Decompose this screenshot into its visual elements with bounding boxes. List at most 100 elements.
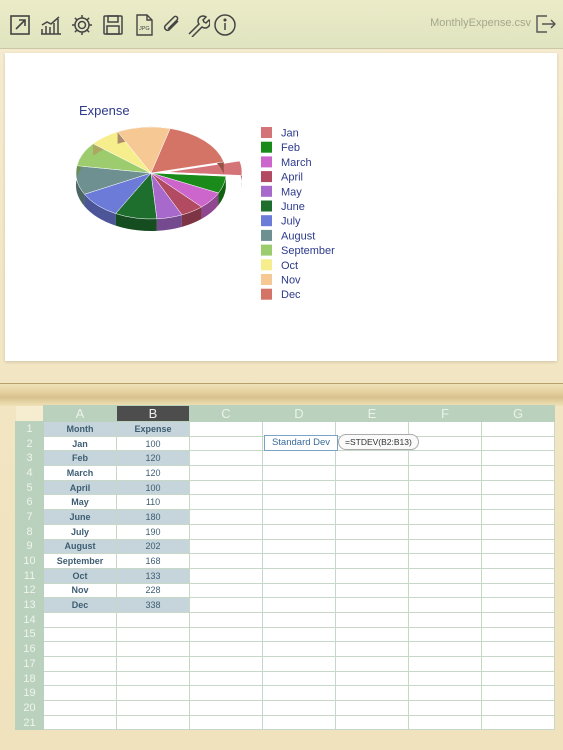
column-header-g[interactable]: G: [481, 405, 555, 422]
cell-b7[interactable]: 180: [116, 509, 190, 525]
cell-c3[interactable]: [189, 450, 263, 467]
cell-g9[interactable]: [481, 538, 555, 555]
cell-e11[interactable]: [335, 567, 409, 584]
cell-b5[interactable]: 100: [116, 479, 190, 496]
jpg-icon[interactable]: JPG: [132, 13, 156, 37]
save-icon[interactable]: [101, 13, 125, 37]
row-header-16[interactable]: 16: [15, 641, 44, 657]
cell-a11[interactable]: Oct: [43, 567, 117, 584]
row-header-11[interactable]: 11: [15, 567, 44, 584]
row-header-20[interactable]: 20: [15, 700, 44, 716]
cell-a10[interactable]: September: [43, 553, 117, 569]
cell-e1[interactable]: [335, 421, 409, 437]
cell-b6[interactable]: 110: [116, 494, 190, 511]
cell-a15[interactable]: [43, 626, 117, 643]
cell-d10[interactable]: [262, 553, 336, 569]
cell-c1[interactable]: [189, 421, 263, 437]
cell-a12[interactable]: Nov: [43, 582, 117, 599]
cell-g19[interactable]: [481, 685, 555, 702]
cell-f7[interactable]: [408, 509, 482, 525]
cell-a5[interactable]: April: [43, 479, 117, 496]
cell-a4[interactable]: March: [43, 465, 117, 481]
cell-c6[interactable]: [189, 494, 263, 511]
cell-d21[interactable]: [262, 714, 336, 731]
row-header-13[interactable]: 13: [15, 597, 44, 613]
cell-f5[interactable]: [408, 479, 482, 496]
wrench-icon[interactable]: [186, 13, 210, 37]
exit-icon[interactable]: [533, 12, 557, 36]
row-header-3[interactable]: 3: [15, 450, 44, 467]
cell-d16[interactable]: [262, 641, 336, 657]
cell-a16[interactable]: [43, 641, 117, 657]
cell-c7[interactable]: [189, 509, 263, 525]
cell-b16[interactable]: [116, 641, 190, 657]
chart-icon[interactable]: [39, 13, 63, 37]
cell-c17[interactable]: [189, 656, 263, 672]
cell-e18[interactable]: [335, 670, 409, 687]
cell-c21[interactable]: [189, 714, 263, 731]
cell-a3[interactable]: Feb: [43, 450, 117, 467]
cell-b14[interactable]: [116, 611, 190, 628]
cell-g10[interactable]: [481, 553, 555, 569]
row-header-1[interactable]: 1: [15, 421, 44, 437]
cell-g21[interactable]: [481, 714, 555, 731]
cell-g8[interactable]: [481, 523, 555, 540]
cell-g3[interactable]: [481, 450, 555, 467]
info-icon[interactable]: [213, 13, 237, 37]
cell-a17[interactable]: [43, 656, 117, 672]
cell-f12[interactable]: [408, 582, 482, 599]
cell-g7[interactable]: [481, 509, 555, 525]
cell-a13[interactable]: Dec: [43, 597, 117, 613]
cell-f16[interactable]: [408, 641, 482, 657]
cell-e5[interactable]: [335, 479, 409, 496]
cell-e9[interactable]: [335, 538, 409, 555]
cell-e12[interactable]: [335, 582, 409, 599]
row-header-21[interactable]: 21: [15, 714, 44, 731]
cell-a21[interactable]: [43, 714, 117, 731]
column-header-e[interactable]: E: [335, 405, 409, 422]
cell-d6[interactable]: [262, 494, 336, 511]
cell-a9[interactable]: August: [43, 538, 117, 555]
cell-d5[interactable]: [262, 479, 336, 496]
row-header-9[interactable]: 9: [15, 538, 44, 555]
cell-b11[interactable]: 133: [116, 567, 190, 584]
cell-d12[interactable]: [262, 582, 336, 599]
cell-c11[interactable]: [189, 567, 263, 584]
cell-a6[interactable]: May: [43, 494, 117, 511]
cell-e6[interactable]: [335, 494, 409, 511]
cell-g2[interactable]: [481, 435, 555, 452]
cell-f6[interactable]: [408, 494, 482, 511]
cell-e19[interactable]: [335, 685, 409, 702]
cell-c20[interactable]: [189, 700, 263, 716]
cell-g20[interactable]: [481, 700, 555, 716]
cell-d13[interactable]: [262, 597, 336, 613]
cell-g17[interactable]: [481, 656, 555, 672]
cell-a2[interactable]: Jan: [43, 435, 117, 452]
column-header-d[interactable]: D: [262, 405, 336, 422]
cell-f3[interactable]: [408, 450, 482, 467]
cell-g15[interactable]: [481, 626, 555, 643]
cell-f14[interactable]: [408, 611, 482, 628]
cell-f18[interactable]: [408, 670, 482, 687]
cell-c8[interactable]: [189, 523, 263, 540]
cell-c13[interactable]: [189, 597, 263, 613]
cell-g12[interactable]: [481, 582, 555, 599]
cell-f19[interactable]: [408, 685, 482, 702]
cell-a8[interactable]: July: [43, 523, 117, 540]
row-header-2[interactable]: 2: [15, 435, 44, 452]
cell-b10[interactable]: 168: [116, 553, 190, 569]
row-header-6[interactable]: 6: [15, 494, 44, 511]
cell-b12[interactable]: 228: [116, 582, 190, 599]
pie-slice-dec[interactable]: [150, 128, 225, 174]
cell-d8[interactable]: [262, 523, 336, 540]
cell-e21[interactable]: [335, 714, 409, 731]
cell-f13[interactable]: [408, 597, 482, 613]
cell-d11[interactable]: [262, 567, 336, 584]
cell-c19[interactable]: [189, 685, 263, 702]
cell-d19[interactable]: [262, 685, 336, 702]
cell-d14[interactable]: [262, 611, 336, 628]
cell-e2-formula[interactable]: =STDEV(B2:B13): [338, 434, 419, 450]
cell-a14[interactable]: [43, 611, 117, 628]
cell-f11[interactable]: [408, 567, 482, 584]
cell-b13[interactable]: 338: [116, 597, 190, 613]
